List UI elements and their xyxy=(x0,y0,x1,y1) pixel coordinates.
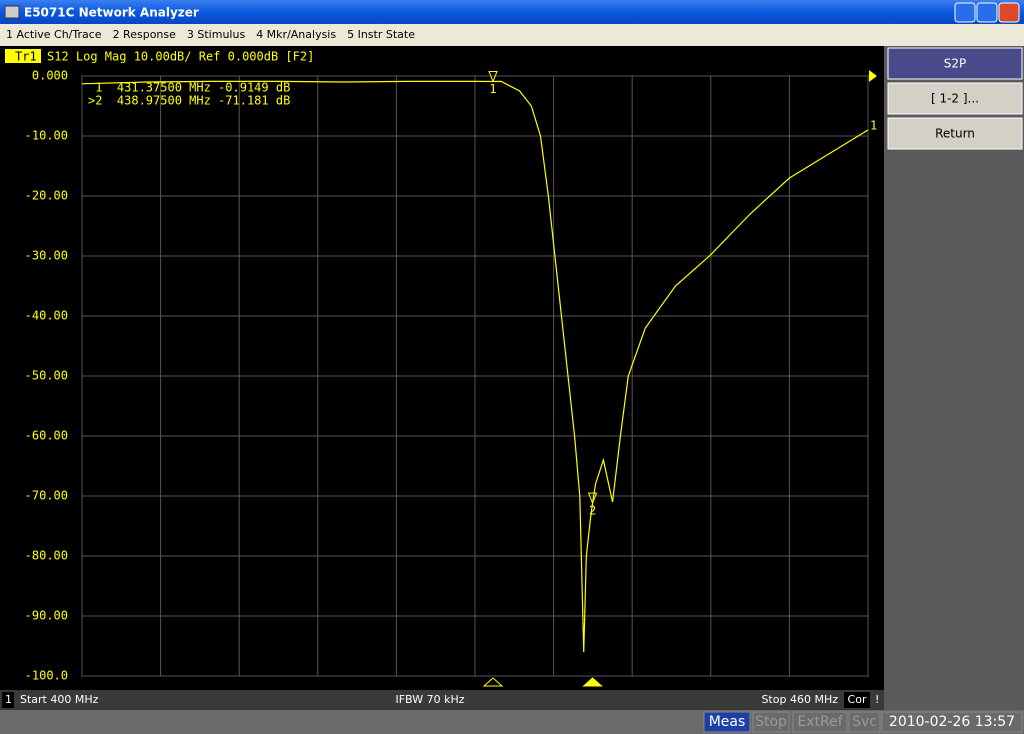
status-cell xyxy=(792,711,848,733)
status-cell xyxy=(703,711,751,733)
y-tick-label: -20.00 xyxy=(25,189,68,203)
softkey-label[interactable]: S2P xyxy=(944,57,967,71)
marker-x-indicator xyxy=(582,677,603,687)
trace-label: Tr1 xyxy=(15,50,37,64)
softkey[interactable] xyxy=(887,117,1023,150)
y-tick-label: 0.000 xyxy=(32,69,68,83)
y-tick-label: -70.00 xyxy=(25,489,68,503)
status-cell xyxy=(848,711,881,733)
softkey[interactable] xyxy=(887,82,1023,115)
close-button[interactable] xyxy=(998,2,1020,23)
menu-item[interactable]: 1 Active Ch/Trace xyxy=(6,28,102,41)
status-svc: Svc xyxy=(852,714,877,730)
softkey[interactable] xyxy=(887,47,1023,80)
marker-readout: >2 438.97500 MHz -71.181 dB xyxy=(88,94,290,108)
menu-item[interactable]: 2 Response xyxy=(113,28,177,41)
trace-title: S12 Log Mag 10.00dB/ Ref 0.000dB [F2] xyxy=(47,50,314,64)
start-freq: Start 400 MHz xyxy=(20,693,99,706)
menu-item[interactable]: 3 Stimulus xyxy=(187,28,246,41)
marker-readout: 1 431.37500 MHz -0.9149 dB xyxy=(88,81,290,95)
y-tick-label: -90.00 xyxy=(25,609,68,623)
marker-label: 1 xyxy=(489,82,496,96)
status-stop: Stop xyxy=(755,714,787,730)
cor: Cor xyxy=(848,693,867,706)
window-title: E5071C Network Analyzer xyxy=(24,6,199,20)
y-tick-label: -100.0 xyxy=(25,669,68,683)
softkey-panel xyxy=(884,46,1024,710)
y-tick-label: -10.00 xyxy=(25,129,68,143)
channel-number: 1 xyxy=(5,693,12,706)
restore-button[interactable] xyxy=(976,2,998,23)
ifbw: IFBW 70 kHz xyxy=(395,693,464,706)
y-tick-label: -50.00 xyxy=(25,369,68,383)
minimize-button[interactable] xyxy=(954,2,976,23)
channel-box xyxy=(2,692,14,708)
trace-line xyxy=(81,80,869,653)
marker xyxy=(587,492,598,505)
flag: ! xyxy=(875,693,879,706)
y-tick-label: -60.00 xyxy=(25,429,68,443)
softkey-label[interactable]: Return xyxy=(935,127,975,141)
y-tick-label: -30.00 xyxy=(25,249,68,263)
trace-end-label: 1 xyxy=(870,119,877,133)
status-cell xyxy=(752,711,790,733)
channel-status-bar xyxy=(0,690,884,710)
chart-area xyxy=(0,46,884,690)
trace-label-box xyxy=(5,49,41,63)
menu-item[interactable]: 4 Mkr/Analysis xyxy=(256,28,336,41)
marker-x-indicator xyxy=(482,677,504,687)
y-tick-label: -80.00 xyxy=(25,549,68,563)
menu-item[interactable]: 5 Instr State xyxy=(347,28,415,41)
status-meas: Meas xyxy=(709,714,746,730)
marker xyxy=(488,70,498,83)
softkey-label[interactable]: [ 1-2 ]... xyxy=(931,92,979,106)
status-extref: ExtRef xyxy=(797,714,843,730)
app-icon xyxy=(4,5,20,19)
stop-freq: Stop 460 MHz xyxy=(761,693,838,706)
cor-box xyxy=(844,692,870,708)
marker-label: 2 xyxy=(589,504,596,518)
menu-bar xyxy=(0,24,1024,46)
status-cell xyxy=(881,711,1023,733)
ref-arrow xyxy=(869,70,877,82)
title-bar xyxy=(0,0,1024,24)
y-tick-label: -40.00 xyxy=(25,309,68,323)
status-datetime: 2010-02-26 13:57 xyxy=(889,714,1015,730)
